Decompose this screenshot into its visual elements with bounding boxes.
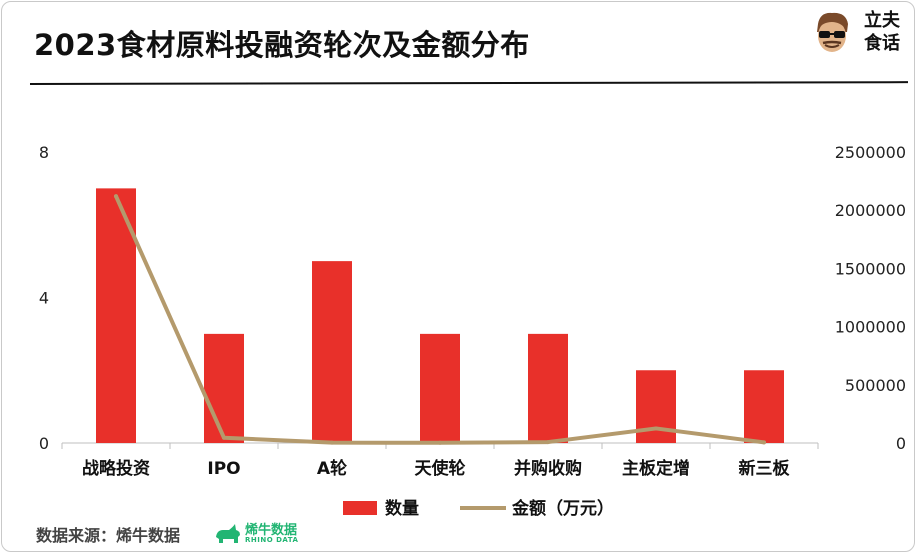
line-point bbox=[762, 440, 766, 445]
line-point bbox=[330, 440, 334, 445]
x-category-label: A轮 bbox=[317, 458, 347, 479]
line-point bbox=[546, 440, 550, 445]
legend: 数量 金额（万元） bbox=[343, 498, 614, 519]
y-right-tick-label: 500000 bbox=[845, 376, 906, 395]
brand-logo-text: 立夫 食话 bbox=[860, 9, 904, 55]
line-point bbox=[438, 440, 442, 445]
bar-count bbox=[420, 333, 460, 443]
bar-count bbox=[744, 370, 784, 443]
bar-count bbox=[528, 333, 568, 443]
y-left-tick-label: 8 bbox=[39, 143, 49, 162]
face-with-sunglasses-icon bbox=[817, 12, 848, 52]
x-category-label: 新三板 bbox=[739, 458, 791, 479]
y-right-tick-label: 2500000 bbox=[835, 143, 906, 162]
bar-count bbox=[312, 261, 352, 443]
source-note: 数据来源：烯牛数据 bbox=[36, 526, 181, 545]
y-right-tick-label: 1500000 bbox=[835, 259, 906, 278]
chart-title: 2023食材原料投融资轮次及金额分布 bbox=[34, 28, 530, 62]
brand-logo-line2: 食话 bbox=[864, 33, 900, 54]
x-category-label: 并购收购 bbox=[514, 458, 582, 479]
rhino-brand-en: RHINO DATA bbox=[245, 536, 299, 544]
rhino-icon bbox=[216, 524, 240, 543]
legend-label-line: 金额（万元） bbox=[511, 498, 614, 519]
line-point bbox=[114, 194, 118, 199]
y-left-tick-label: 4 bbox=[39, 289, 49, 308]
brand-logo-line1: 立夫 bbox=[864, 10, 900, 31]
line-point bbox=[222, 435, 226, 440]
line-point bbox=[654, 426, 658, 431]
bar-count bbox=[204, 333, 244, 443]
y-right-tick-label: 2000000 bbox=[835, 201, 906, 220]
y-left-tick-label: 0 bbox=[39, 434, 49, 453]
rhino-brand-cn: 烯牛数据 bbox=[245, 523, 298, 538]
x-category-label: 主板定增 bbox=[622, 458, 690, 479]
legend-label-bar: 数量 bbox=[385, 498, 419, 519]
rhino-data-logo: 烯牛数据 RHINO DATA bbox=[214, 522, 298, 546]
y-right-tick-label: 1000000 bbox=[835, 318, 906, 337]
x-category-label: 战略投资 bbox=[82, 458, 150, 479]
x-category-label: IPO bbox=[207, 459, 240, 479]
x-category-label: 天使轮 bbox=[415, 458, 466, 479]
legend-swatch-bar bbox=[343, 501, 377, 515]
y-right-tick-label: 0 bbox=[896, 434, 906, 453]
